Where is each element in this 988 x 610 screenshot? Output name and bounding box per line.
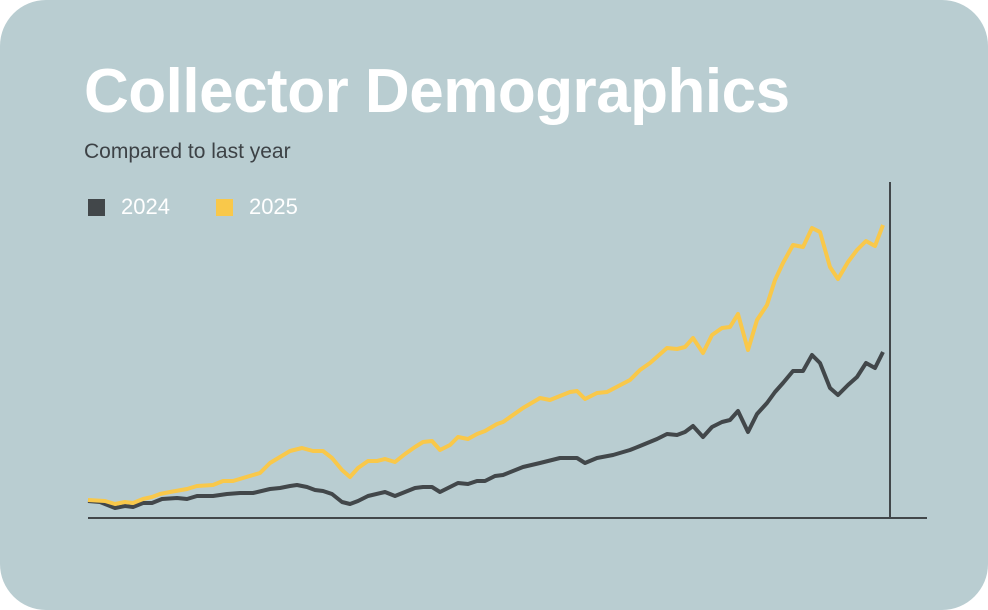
legend-item-2025: 2025 — [215, 194, 298, 220]
legend-label-2024: 2024 — [121, 194, 170, 219]
legend-swatch-2024 — [88, 198, 105, 216]
series-line-2025 — [87, 224, 885, 506]
chart-subtitle: Compared to last year — [84, 140, 291, 163]
legend: 2024 2025 — [88, 194, 298, 220]
legend-item-2024: 2024 — [88, 194, 170, 220]
series-line-2024 — [87, 351, 885, 510]
legend-swatch-2025 — [215, 198, 233, 216]
legend-label-2025: 2025 — [248, 194, 298, 219]
chart-title: Collector Demographics — [84, 57, 790, 126]
